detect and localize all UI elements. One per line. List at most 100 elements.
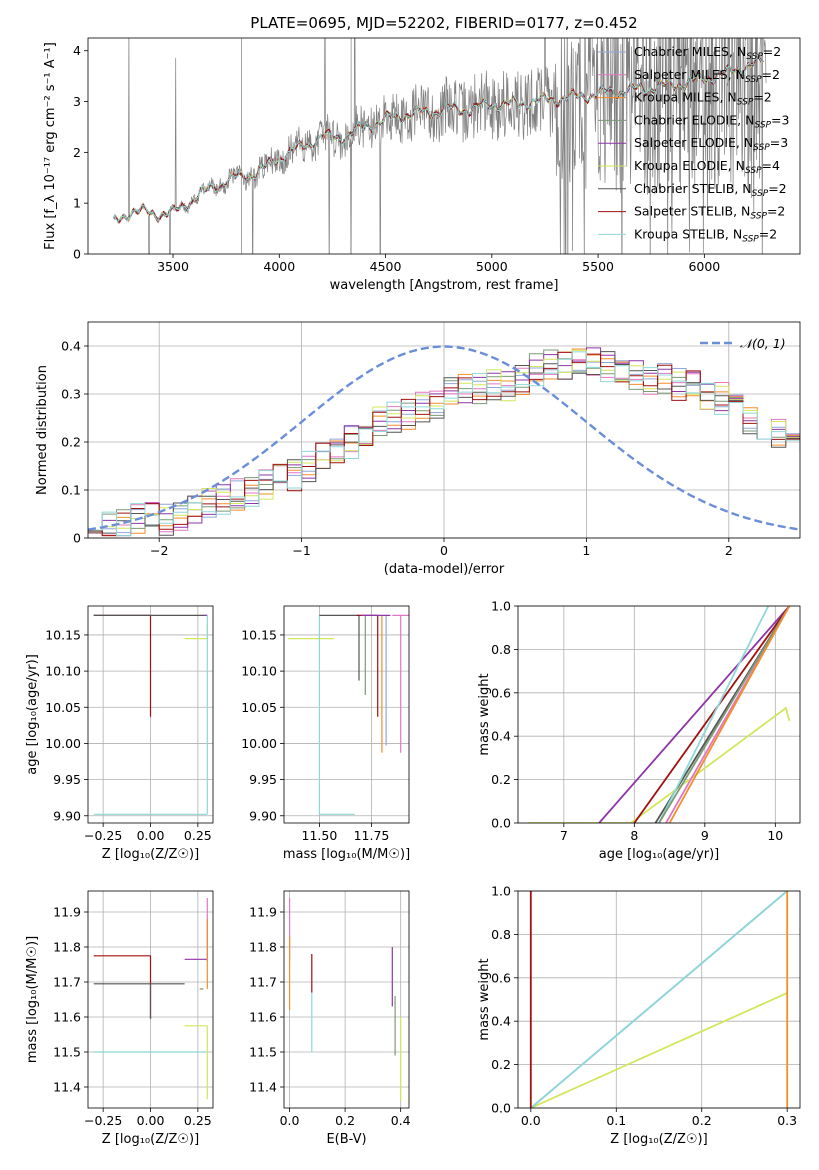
spectrum-observed-data (113, 38, 767, 254)
mass-vs-Z-x-tick-label: 0.25 (184, 1113, 212, 1128)
cumulative-age-series-salpeter-stelib (633, 606, 791, 823)
spectrum-y-tick-label: 1 (73, 196, 81, 211)
mass-vs-EBV-gridlines (284, 891, 409, 1108)
cumulative-Z-x-tick-label: 0.1 (606, 1113, 626, 1128)
mass-vs-Z-x-tick-label: 0.00 (137, 1113, 165, 1128)
mass-vs-Z-x-axis-label: Z [log₁₀(Z/Z☉)] (102, 1132, 199, 1147)
cumulative-age-x-axis-label: age [log₁₀(age/yr)] (599, 847, 720, 862)
mass-vs-EBV-frame (283, 890, 410, 1109)
age-vs-mass-y-tick-label: 9.95 (249, 772, 277, 787)
legend-entry: Kroupa ELODIE, NSSP=4 (634, 158, 780, 176)
age-vs-Z-y-tick-label: 10.00 (45, 736, 81, 751)
mass-vs-Z-y-tick-label: 11.4 (53, 1080, 81, 1095)
residuals-x-tick-label: −2 (150, 543, 168, 558)
cumulative-Z-x-axis-label: Z [log₁₀(Z/Z☉)] (610, 1132, 707, 1147)
residuals-y-tick-label: 0.2 (61, 435, 81, 450)
spectrum-x-tick-label: 5500 (582, 259, 614, 274)
age-vs-mass-y-tick-label: 9.90 (249, 808, 277, 823)
residuals-panel: −2 −1 0 1 2 0 0.1 0.2 0.3 0.4 (data-model)/error No… (35, 321, 801, 577)
legend-entry: Kroupa MILES, NSSP=2 (634, 90, 772, 108)
residuals-y-tick-label: 0.3 (61, 387, 81, 402)
residual-histogram-chabrier-miles (88, 360, 800, 534)
spectrum-x-tick-label: 6000 (688, 259, 720, 274)
cumulative-age-y-tick-label: 0.4 (491, 729, 511, 744)
age-vs-mass-point-salpeter-miles (392, 614, 409, 753)
residuals-frame (87, 321, 801, 539)
spectrum-y-tick-label: 3 (73, 94, 81, 109)
legend-entry: Chabrier MILES, NSSP=2 (634, 44, 781, 62)
cumulative-age-series-kroupa-elodie (528, 706, 791, 823)
age-vs-Z-x-tick-label: −0.25 (84, 828, 122, 843)
cumulative-age-x-tick-label: 9 (701, 828, 709, 843)
legend-entry: Chabrier ELODIE, NSSP=3 (634, 112, 789, 130)
mass-vs-EBV-plot-area (289, 898, 402, 1101)
mass-vs-Z-y-tick-label: 11.5 (53, 1045, 81, 1060)
cumulative-Z-frame (517, 890, 801, 1109)
cumulative-Z-series-kroupa-elodie (530, 992, 788, 1108)
mass-vs-EBV-y-tick-label: 11.9 (249, 905, 277, 920)
age-vs-mass-x-tick-label: 11.50 (302, 828, 338, 843)
cumulative-age-series-kroupa-stelib (658, 606, 770, 823)
age-vs-Z-x-tick-label: 0.25 (184, 828, 212, 843)
age-vs-Z-x-tick-label: 0.00 (137, 828, 165, 843)
spectrum-x-tick-label: 4000 (263, 259, 295, 274)
residuals-x-tick-label: 2 (725, 543, 733, 558)
cumulative-Z-y-tick-label: 0.4 (491, 1014, 511, 1029)
cumulative-age-axes: 7 8 9 10 0.0 0.2 0.4 0.6 0.8 1.0 age [log₁₀(age/yr… (477, 599, 801, 862)
age-vs-mass-axes: 11.50 11.75 9.90 9.95 10.00 10.05 10.10 10.15 ma… (241, 605, 410, 862)
cumulative-age-y-tick-label: 1.0 (491, 599, 511, 614)
age-vs-Z-point-kroupa-elodie (184, 624, 208, 640)
cumulative-age-y-tick-label: 0.6 (491, 685, 511, 700)
spectrum-legend: Chabrier MILES, NSSP=2 Salpeter MILES, NS… (598, 44, 789, 244)
spectrum-axes: 3500 4000 4500 5000 5500 6000 0 1 2 3 4 wavelength … (43, 37, 801, 293)
mass-vs-Z-y-axis-label: mass [log₁₀(M/M☉)] (25, 936, 40, 1063)
spectrum-model-kroupa-stelib (113, 54, 765, 224)
cumulative-age-x-tick-label: 7 (560, 828, 568, 843)
mass-vs-Z-plot-area (93, 898, 208, 1100)
residuals-x-tick-label: 0 (440, 543, 448, 558)
age-vs-Z-y-tick-label: 10.05 (45, 700, 81, 715)
age-vs-Z-y-tick-label: 9.95 (53, 772, 81, 787)
mass-vs-EBV-x-tick-label: 0.4 (391, 1113, 411, 1128)
cumulative-age-series-salpeter-elodie (598, 606, 791, 823)
spectrum-x-tick-label: 3500 (157, 259, 189, 274)
residuals-y-tick-label: 0.1 (61, 483, 81, 498)
cumulative-age-x-tick-label: 10 (767, 828, 783, 843)
legend-entry: Salpeter STELIB, NSSP=2 (634, 204, 785, 222)
residuals-plot-area (88, 345, 800, 537)
spectrum-y-tick-label: 2 (73, 145, 81, 160)
mass-vs-extinction-panel: 0.0 0.2 0.4 11.4 11.5 11.6 11.7 11.8 11.9 E(B-V) (249, 890, 411, 1147)
residuals-x-tick-label: 1 (582, 543, 590, 558)
mass-vs-Z-y-tick-label: 11.7 (53, 975, 81, 990)
residual-histogram-salpeter-miles (88, 359, 800, 536)
mass-vs-EBV-axes: 0.0 0.2 0.4 11.4 11.5 11.6 11.7 11.8 11.9 E(B-V) (249, 890, 411, 1147)
spectrum-y-tick-label: 4 (73, 43, 81, 58)
mass-vs-Z-axes: −0.25 0.00 0.25 11.4 11.5 11.6 11.7 11.8 11.9 Z [… (25, 890, 214, 1147)
figure-title: PLATE=0695, MJD=52202, FIBERID=0177, z=0… (250, 14, 637, 32)
mass-vs-EBV-y-tick-label: 11.6 (249, 1010, 277, 1025)
residuals-y-axis-label: Normed distribution (35, 365, 50, 495)
cumulative-Z-plot-area (529, 891, 789, 1108)
residuals-y-tick-label: 0.4 (61, 339, 81, 354)
legend-entry: 𝒩(0, 1) (740, 336, 786, 351)
residuals-x-axis-label: (data-model)/error (384, 562, 505, 577)
cumulative-Z-y-tick-label: 0.6 (491, 970, 511, 985)
mass-vs-Z-y-tick-label: 11.8 (53, 940, 81, 955)
age-vs-mass-x-tick-label: 11.75 (354, 828, 390, 843)
spectrum-y-tick-label: 0 (73, 247, 81, 262)
age-vs-mass-point-salpeter-stelib (356, 614, 379, 717)
cumulative-age-gridlines (518, 605, 800, 824)
age-vs-mass-frame (283, 605, 410, 824)
cumulative-age-x-tick-label: 8 (630, 828, 638, 843)
mass-vs-Z-point-salpeter-stelib (93, 955, 152, 1019)
age-vs-mass-x-axis-label: mass [log₁₀(M/M☉)] (283, 847, 410, 862)
mass-vs-EBV-y-tick-label: 11.7 (249, 975, 277, 990)
age-vs-Z-x-axis-label: Z [log₁₀(Z/Z☉)] (102, 847, 199, 862)
age-vs-mass-y-tick-label: 10.00 (241, 736, 277, 751)
mass-vs-EBV-y-tick-label: 11.8 (249, 940, 277, 955)
age-vs-mass-y-tick-label: 10.15 (241, 627, 277, 642)
cumulative-age-frame (517, 605, 801, 824)
spectrum-panel: 3500 4000 4500 5000 5500 6000 0 1 2 3 4 wavelength … (43, 37, 801, 293)
mass-vs-EBV-y-tick-label: 11.4 (249, 1080, 277, 1095)
spectrum-x-axis-label: wavelength [Angstrom, rest frame] (330, 278, 559, 293)
